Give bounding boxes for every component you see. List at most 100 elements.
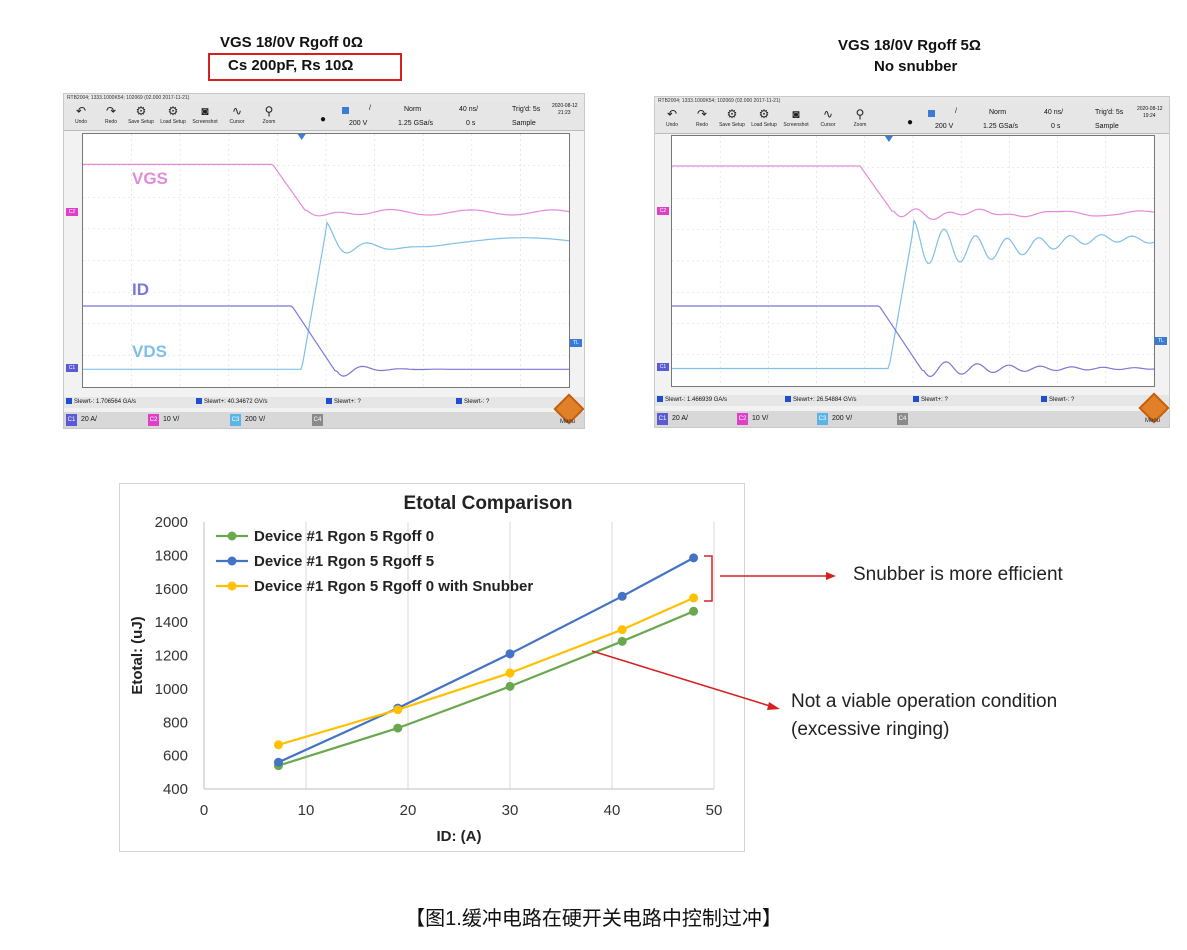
left-date: 2020-08-12	[552, 103, 578, 109]
right-save-setup-button[interactable]: ⚙ Save Setup	[719, 107, 745, 131]
load-setup-icon: ⚙	[758, 107, 770, 121]
legend-label-1: Device #1 Rgon 5 Rgoff 0	[254, 528, 434, 545]
legend-label-2: Device #1 Rgon 5 Rgoff 5	[254, 553, 434, 570]
y-tick-label: 1400	[155, 614, 188, 631]
right-slew-bar: Slewrt-: 1.466939 GA/s Slewrt+: 26.54884…	[655, 395, 1169, 406]
series-2-point	[689, 553, 699, 563]
left-id-trace	[83, 305, 569, 377]
legend-marker-1	[227, 531, 237, 541]
left-redo-label: Redo	[105, 119, 117, 125]
left-zoom-label: Zoom	[262, 119, 276, 125]
left-slew-2: Slewrt+: 40.34672 GV/s	[196, 397, 268, 408]
right-c1-marker: C1	[657, 363, 669, 371]
zoom-icon: ⚲	[855, 107, 865, 121]
right-channel-1[interactable]: C1 20 A/	[657, 413, 688, 425]
y-axis-label: Etotal: (uJ)	[129, 616, 146, 694]
left-vgs-label: VGS	[132, 169, 168, 188]
right-slew-3: Slewrt+: ?	[913, 395, 948, 406]
figure-caption: 【图1.缓冲电路在硬开关电路中控制过冲】	[405, 908, 782, 930]
not-viable-arrowhead	[767, 702, 780, 710]
series-3-point	[273, 740, 283, 750]
x-tick-label: 20	[400, 802, 417, 819]
x-tick-label: 30	[502, 802, 519, 819]
right-vds-trace	[672, 218, 1154, 370]
left-cursor-button[interactable]: ∿ Cursor	[224, 104, 250, 128]
left-vgs-trace	[83, 163, 569, 217]
series-1-point	[393, 723, 403, 733]
left-trigger-marker	[297, 134, 306, 140]
left-channel-2[interactable]: C2 10 V/	[148, 414, 179, 426]
etotal-chart-svg: 400 600 800 1000 1200 1400 1600 1800 2000 0 10 20 30…	[129, 493, 722, 845]
left-offset-value[interactable]: 0 s	[466, 120, 476, 127]
right-undo-label: Undo	[666, 122, 678, 128]
left-zoom-button[interactable]: ⚲ Zoom	[256, 104, 282, 128]
left-cursor-label: Cursor	[229, 119, 245, 125]
right-volts-value[interactable]: 200 V	[935, 123, 954, 130]
left-volts-value[interactable]: 200 V	[349, 120, 368, 127]
right-waveform-screen	[671, 135, 1155, 387]
left-rate-value[interactable]: 1.25 GSa/s	[398, 120, 434, 127]
right-channel-3[interactable]: C3 200 V/	[817, 413, 852, 425]
undo-icon: ↶	[75, 104, 87, 118]
left-undo-button[interactable]: ↶ Undo	[68, 104, 94, 128]
not-viable-annotation-line1: Not a viable operation condition	[791, 691, 1058, 712]
right-load-setup-button[interactable]: ⚙ Load Setup	[751, 107, 777, 131]
right-trigger-marker	[884, 136, 893, 142]
right-redo-label: Redo	[696, 122, 708, 128]
cursor-wave-icon: ∿	[822, 107, 834, 121]
left-slope-icon: /	[369, 105, 371, 112]
series-3-point	[689, 593, 699, 603]
x-tick-label: 0	[200, 802, 208, 819]
series-3-point	[617, 625, 627, 635]
right-offset-value[interactable]: 0 s	[1051, 123, 1061, 130]
left-redo-button[interactable]: ↷ Redo	[98, 104, 124, 128]
legend-marker-3	[227, 581, 237, 591]
right-cursor-button[interactable]: ∿ Cursor	[815, 107, 841, 131]
right-trigger-dot: ●	[907, 117, 914, 128]
left-oscilloscope: RTB2004; 1333.1000K54; 102069 (02.000 20…	[63, 93, 585, 429]
left-vds-trace	[83, 220, 569, 370]
right-acq-mode[interactable]: Sample	[1095, 123, 1119, 130]
right-screenshot-label: Screenshot	[783, 122, 809, 128]
right-oscilloscope: RTB2004; 1333.1000K54; 102069 (02.000 20…	[654, 96, 1170, 428]
undo-icon: ↶	[666, 107, 678, 121]
series-line-3	[278, 596, 695, 746]
right-channel-2[interactable]: C2 10 V/	[737, 413, 768, 425]
left-timebase-value[interactable]: 40 ns/	[459, 106, 479, 113]
right-zoom-button[interactable]: ⚲ Zoom	[847, 107, 873, 131]
left-c2-marker: C2	[66, 208, 78, 216]
right-title-line1: VGS 18/0V Rgoff 5Ω	[838, 37, 981, 54]
y-tick-label: 1600	[155, 581, 188, 598]
right-zoom-label: Zoom	[853, 122, 867, 128]
right-redo-button[interactable]: ↷ Redo	[689, 107, 715, 131]
right-undo-button[interactable]: ↶ Undo	[659, 107, 685, 131]
right-time: 19:24	[1143, 113, 1156, 119]
right-channel-chip[interactable]	[928, 110, 935, 117]
left-mode-value[interactable]: Norm	[404, 106, 422, 113]
left-save-setup-button[interactable]: ⚙ Save Setup	[128, 104, 154, 128]
left-channel-4[interactable]: C4	[312, 414, 327, 426]
right-rate-value[interactable]: 1.25 GSa/s	[983, 123, 1019, 130]
right-screenshot-button[interactable]: ◙ Screenshot	[783, 107, 809, 131]
right-channel-4[interactable]: C4	[897, 413, 912, 425]
left-channel-3[interactable]: C3 200 V/	[230, 414, 265, 426]
zoom-icon: ⚲	[264, 104, 274, 118]
right-timebase-value[interactable]: 40 ns/	[1044, 109, 1064, 116]
left-load-setup-button[interactable]: ⚙ Load Setup	[160, 104, 186, 128]
left-channel-1[interactable]: C1 20 A/	[66, 414, 97, 426]
left-acq-mode[interactable]: Sample	[512, 120, 536, 127]
load-setup-icon: ⚙	[167, 104, 179, 118]
left-screenshot-button[interactable]: ◙ Screenshot	[192, 104, 218, 128]
series-line-1	[278, 610, 695, 767]
camera-icon: ◙	[201, 104, 209, 118]
left-vds-label: VDS	[132, 342, 167, 361]
left-save-setup-label: Save Setup	[128, 119, 154, 125]
chart-title: Etotal Comparison	[404, 493, 573, 514]
right-mode-value[interactable]: Norm	[989, 109, 1007, 116]
camera-icon: ◙	[792, 107, 800, 121]
left-channel-chip[interactable]	[342, 107, 349, 114]
right-t-marker: TL	[1155, 337, 1167, 345]
snubber-arrowhead	[826, 572, 836, 580]
series-2-point	[273, 757, 283, 767]
series-1-point	[617, 636, 627, 646]
